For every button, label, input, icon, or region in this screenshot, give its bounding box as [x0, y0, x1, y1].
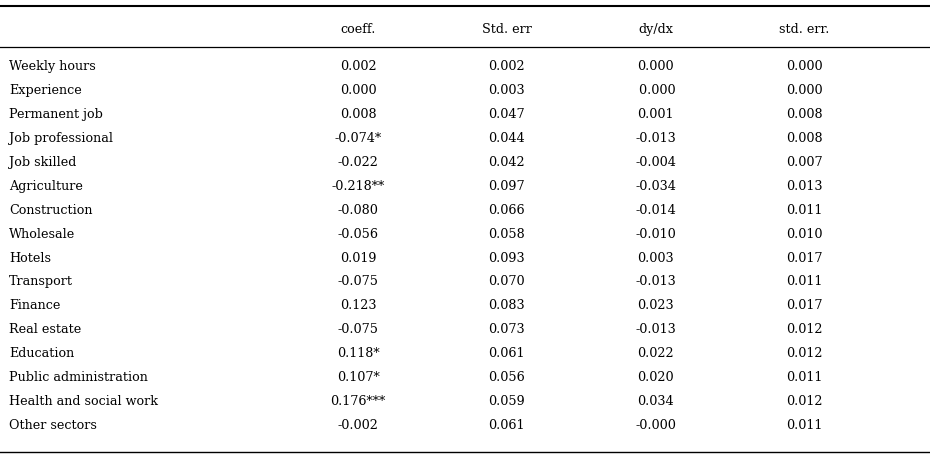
Text: 0.034: 0.034	[637, 394, 674, 407]
Text: -0.056: -0.056	[338, 227, 379, 240]
Text: 0.003: 0.003	[637, 251, 674, 264]
Text: 0.000: 0.000	[786, 84, 823, 97]
Text: 0.002: 0.002	[488, 60, 525, 73]
Text: 0.061: 0.061	[488, 347, 525, 359]
Text: 0.061: 0.061	[488, 418, 525, 431]
Text: Permanent job: Permanent job	[9, 108, 103, 121]
Text: Agriculture: Agriculture	[9, 179, 83, 192]
Text: 0.042: 0.042	[488, 156, 525, 168]
Text: 0.012: 0.012	[786, 347, 823, 359]
Text: 0.017: 0.017	[786, 251, 823, 264]
Text: Job professional: Job professional	[9, 132, 113, 145]
Text: -0.034: -0.034	[635, 179, 676, 192]
Text: Health and social work: Health and social work	[9, 394, 158, 407]
Text: 0.003: 0.003	[488, 84, 525, 97]
Text: 0.047: 0.047	[488, 108, 525, 121]
Text: 0.058: 0.058	[488, 227, 525, 240]
Text: -0.218**: -0.218**	[331, 179, 385, 192]
Text: 0.000: 0.000	[339, 84, 377, 97]
Text: Experience: Experience	[9, 84, 82, 97]
Text: 0.001: 0.001	[637, 108, 674, 121]
Text: 0.008: 0.008	[786, 132, 823, 145]
Text: 0.011: 0.011	[786, 275, 823, 288]
Text: 0.070: 0.070	[488, 275, 525, 288]
Text: -0.010: -0.010	[635, 227, 676, 240]
Text: 0.007: 0.007	[786, 156, 823, 168]
Text: 0.010: 0.010	[786, 227, 823, 240]
Text: -0.013: -0.013	[635, 132, 676, 145]
Text: dy/dx: dy/dx	[638, 23, 673, 36]
Text: 0.011: 0.011	[786, 203, 823, 216]
Text: 0.022: 0.022	[637, 347, 674, 359]
Text: 0.008: 0.008	[786, 108, 823, 121]
Text: Real estate: Real estate	[9, 323, 82, 336]
Text: 0.000: 0.000	[786, 60, 823, 73]
Text: Hotels: Hotels	[9, 251, 51, 264]
Text: 0.012: 0.012	[786, 323, 823, 336]
Text: 0.002: 0.002	[339, 60, 377, 73]
Text: 0.066: 0.066	[488, 203, 525, 216]
Text: -0.080: -0.080	[338, 203, 379, 216]
Text: 0.013: 0.013	[786, 179, 823, 192]
Text: -0.014: -0.014	[635, 203, 676, 216]
Text: 0.176***: 0.176***	[330, 394, 386, 407]
Text: Construction: Construction	[9, 203, 93, 216]
Text: 0.000: 0.000	[637, 60, 674, 73]
Text: 0.011: 0.011	[786, 418, 823, 431]
Text: std. err.: std. err.	[779, 23, 830, 36]
Text: Wholesale: Wholesale	[9, 227, 75, 240]
Text: 0.008: 0.008	[339, 108, 377, 121]
Text: -0.013: -0.013	[635, 275, 676, 288]
Text: 0.000: 0.000	[635, 84, 676, 97]
Text: 0.107*: 0.107*	[337, 370, 379, 383]
Text: -0.000: -0.000	[635, 418, 676, 431]
Text: 0.073: 0.073	[488, 323, 525, 336]
Text: -0.004: -0.004	[635, 156, 676, 168]
Text: 0.012: 0.012	[786, 394, 823, 407]
Text: coeff.: coeff.	[340, 23, 376, 36]
Text: 0.020: 0.020	[637, 370, 674, 383]
Text: 0.011: 0.011	[786, 370, 823, 383]
Text: -0.074*: -0.074*	[335, 132, 381, 145]
Text: 0.056: 0.056	[488, 370, 525, 383]
Text: Weekly hours: Weekly hours	[9, 60, 96, 73]
Text: -0.075: -0.075	[338, 323, 379, 336]
Text: 0.097: 0.097	[488, 179, 525, 192]
Text: -0.002: -0.002	[338, 418, 379, 431]
Text: 0.044: 0.044	[488, 132, 525, 145]
Text: Finance: Finance	[9, 299, 60, 312]
Text: 0.019: 0.019	[339, 251, 377, 264]
Text: Transport: Transport	[9, 275, 73, 288]
Text: 0.017: 0.017	[786, 299, 823, 312]
Text: -0.022: -0.022	[338, 156, 379, 168]
Text: Education: Education	[9, 347, 74, 359]
Text: 0.093: 0.093	[488, 251, 525, 264]
Text: 0.023: 0.023	[637, 299, 674, 312]
Text: Public administration: Public administration	[9, 370, 148, 383]
Text: -0.013: -0.013	[635, 323, 676, 336]
Text: Std. err: Std. err	[482, 23, 532, 36]
Text: -0.075: -0.075	[338, 275, 379, 288]
Text: 0.118*: 0.118*	[337, 347, 379, 359]
Text: Job skilled: Job skilled	[9, 156, 76, 168]
Text: Other sectors: Other sectors	[9, 418, 97, 431]
Text: 0.083: 0.083	[488, 299, 525, 312]
Text: 0.123: 0.123	[339, 299, 377, 312]
Text: 0.059: 0.059	[488, 394, 525, 407]
